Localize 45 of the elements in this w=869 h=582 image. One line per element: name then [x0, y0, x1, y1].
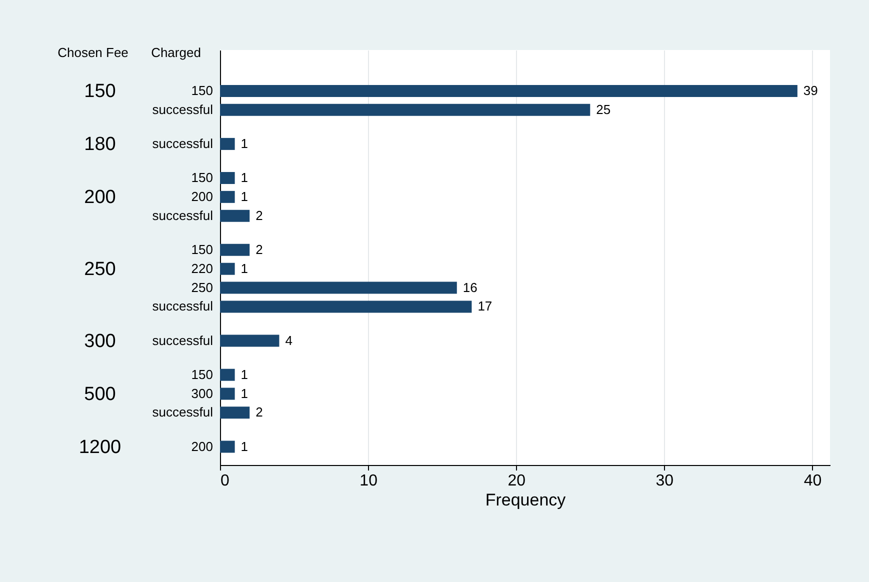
y2-tick-label: 300 — [84, 330, 116, 352]
y2-tick-label: 180 — [84, 134, 116, 155]
data-label: 2 — [256, 242, 263, 257]
y-tick-label: successful — [152, 404, 214, 420]
data-label: 17 — [478, 298, 492, 314]
y-tick-label: 200 — [191, 438, 213, 454]
data-label: 1 — [240, 386, 248, 401]
y2-axis-title: Charged — [151, 45, 201, 60]
y-tick-label: 200 — [191, 188, 213, 204]
data-label: 4 — [285, 332, 292, 348]
y2-tick-label: 150 — [84, 80, 116, 102]
x-tick-label: 40 — [804, 472, 822, 490]
y-tick-label: successful — [152, 332, 214, 348]
data-label: 1 — [240, 136, 248, 151]
x-axis-title: Frequency — [485, 490, 566, 510]
y-tick-label: successful — [152, 208, 214, 223]
y-axis-title: Chosen Fee — [58, 45, 128, 60]
y2-tick-label: 200 — [84, 186, 116, 208]
y-tick-label: successful — [152, 136, 214, 151]
data-label: 16 — [462, 280, 478, 295]
y-tick-label: 220 — [191, 260, 213, 276]
y2-tick-label: 1200 — [78, 436, 122, 458]
y-tick-label: 150 — [191, 82, 213, 98]
y-tick-label: 250 — [191, 280, 213, 295]
x-tick-label: 20 — [508, 472, 526, 490]
data-label: 1 — [240, 438, 248, 454]
data-label: 1 — [240, 188, 248, 204]
data-label: 25 — [596, 102, 611, 117]
data-label: 2 — [256, 208, 263, 223]
x-tick-label: 30 — [656, 472, 674, 490]
y2-tick-label: 250 — [84, 258, 116, 280]
y-tick-label: successful — [152, 298, 214, 314]
data-label: 39 — [803, 82, 818, 98]
y-tick-label: successful — [152, 102, 214, 117]
data-label: 2 — [256, 404, 263, 420]
y-tick-label: 300 — [191, 386, 213, 401]
x-tick-label: 0 — [220, 472, 230, 490]
y2-tick-label: 500 — [84, 384, 116, 405]
x-tick-label: 10 — [360, 472, 378, 490]
data-label: 1 — [240, 170, 248, 186]
y-tick-label: 150 — [191, 170, 213, 186]
data-label: 1 — [240, 260, 248, 276]
y-tick-label: 150 — [191, 366, 213, 382]
y-tick-label: 150 — [191, 242, 213, 257]
data-label: 1 — [240, 366, 248, 382]
